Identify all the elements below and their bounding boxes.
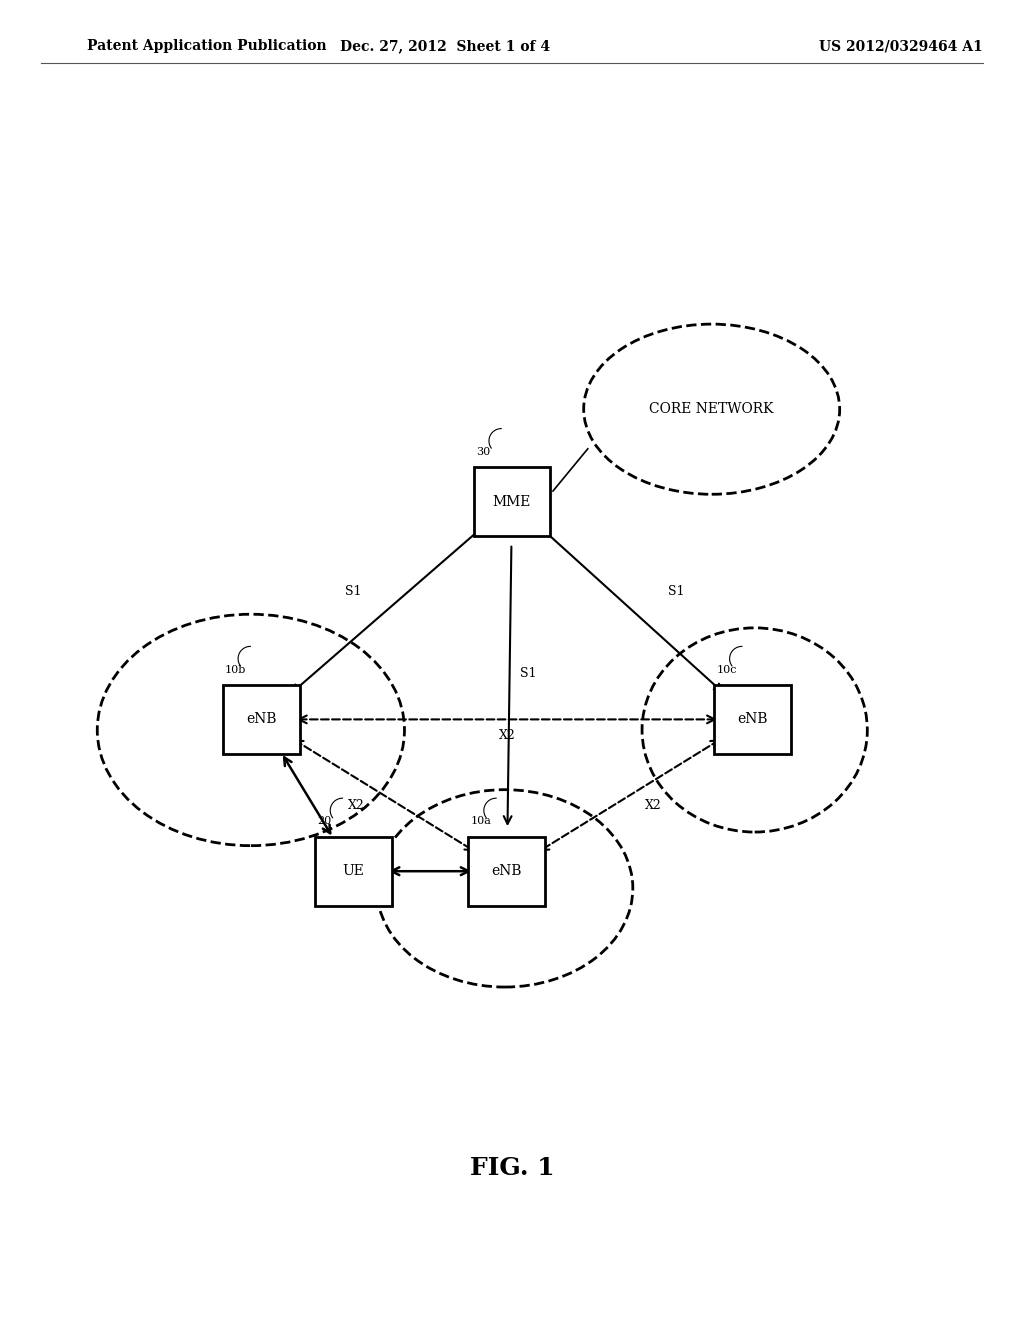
Text: 10a: 10a <box>471 816 492 826</box>
Text: MME: MME <box>493 495 531 508</box>
Bar <box>715 685 791 754</box>
Text: 30: 30 <box>475 446 489 457</box>
Text: 10b: 10b <box>225 664 246 675</box>
Text: eNB: eNB <box>737 713 768 726</box>
Bar <box>315 837 391 906</box>
Text: FIG. 1: FIG. 1 <box>470 1156 554 1180</box>
Text: CORE NETWORK: CORE NETWORK <box>649 403 774 416</box>
Text: S1: S1 <box>668 585 684 598</box>
Text: S1: S1 <box>520 667 537 680</box>
Text: S1: S1 <box>345 585 361 598</box>
Text: Dec. 27, 2012  Sheet 1 of 4: Dec. 27, 2012 Sheet 1 of 4 <box>340 40 551 53</box>
Text: US 2012/0329464 A1: US 2012/0329464 A1 <box>819 40 983 53</box>
Text: X2: X2 <box>348 799 365 812</box>
Text: Patent Application Publication: Patent Application Publication <box>87 40 327 53</box>
Bar <box>469 837 545 906</box>
Text: X2: X2 <box>499 729 515 742</box>
Text: UE: UE <box>342 865 365 878</box>
Text: 20: 20 <box>317 816 331 826</box>
Bar <box>223 685 299 754</box>
Text: eNB: eNB <box>246 713 276 726</box>
Bar <box>473 467 551 536</box>
Text: eNB: eNB <box>492 865 522 878</box>
Text: 10c: 10c <box>717 664 737 675</box>
Text: X2: X2 <box>645 799 662 812</box>
